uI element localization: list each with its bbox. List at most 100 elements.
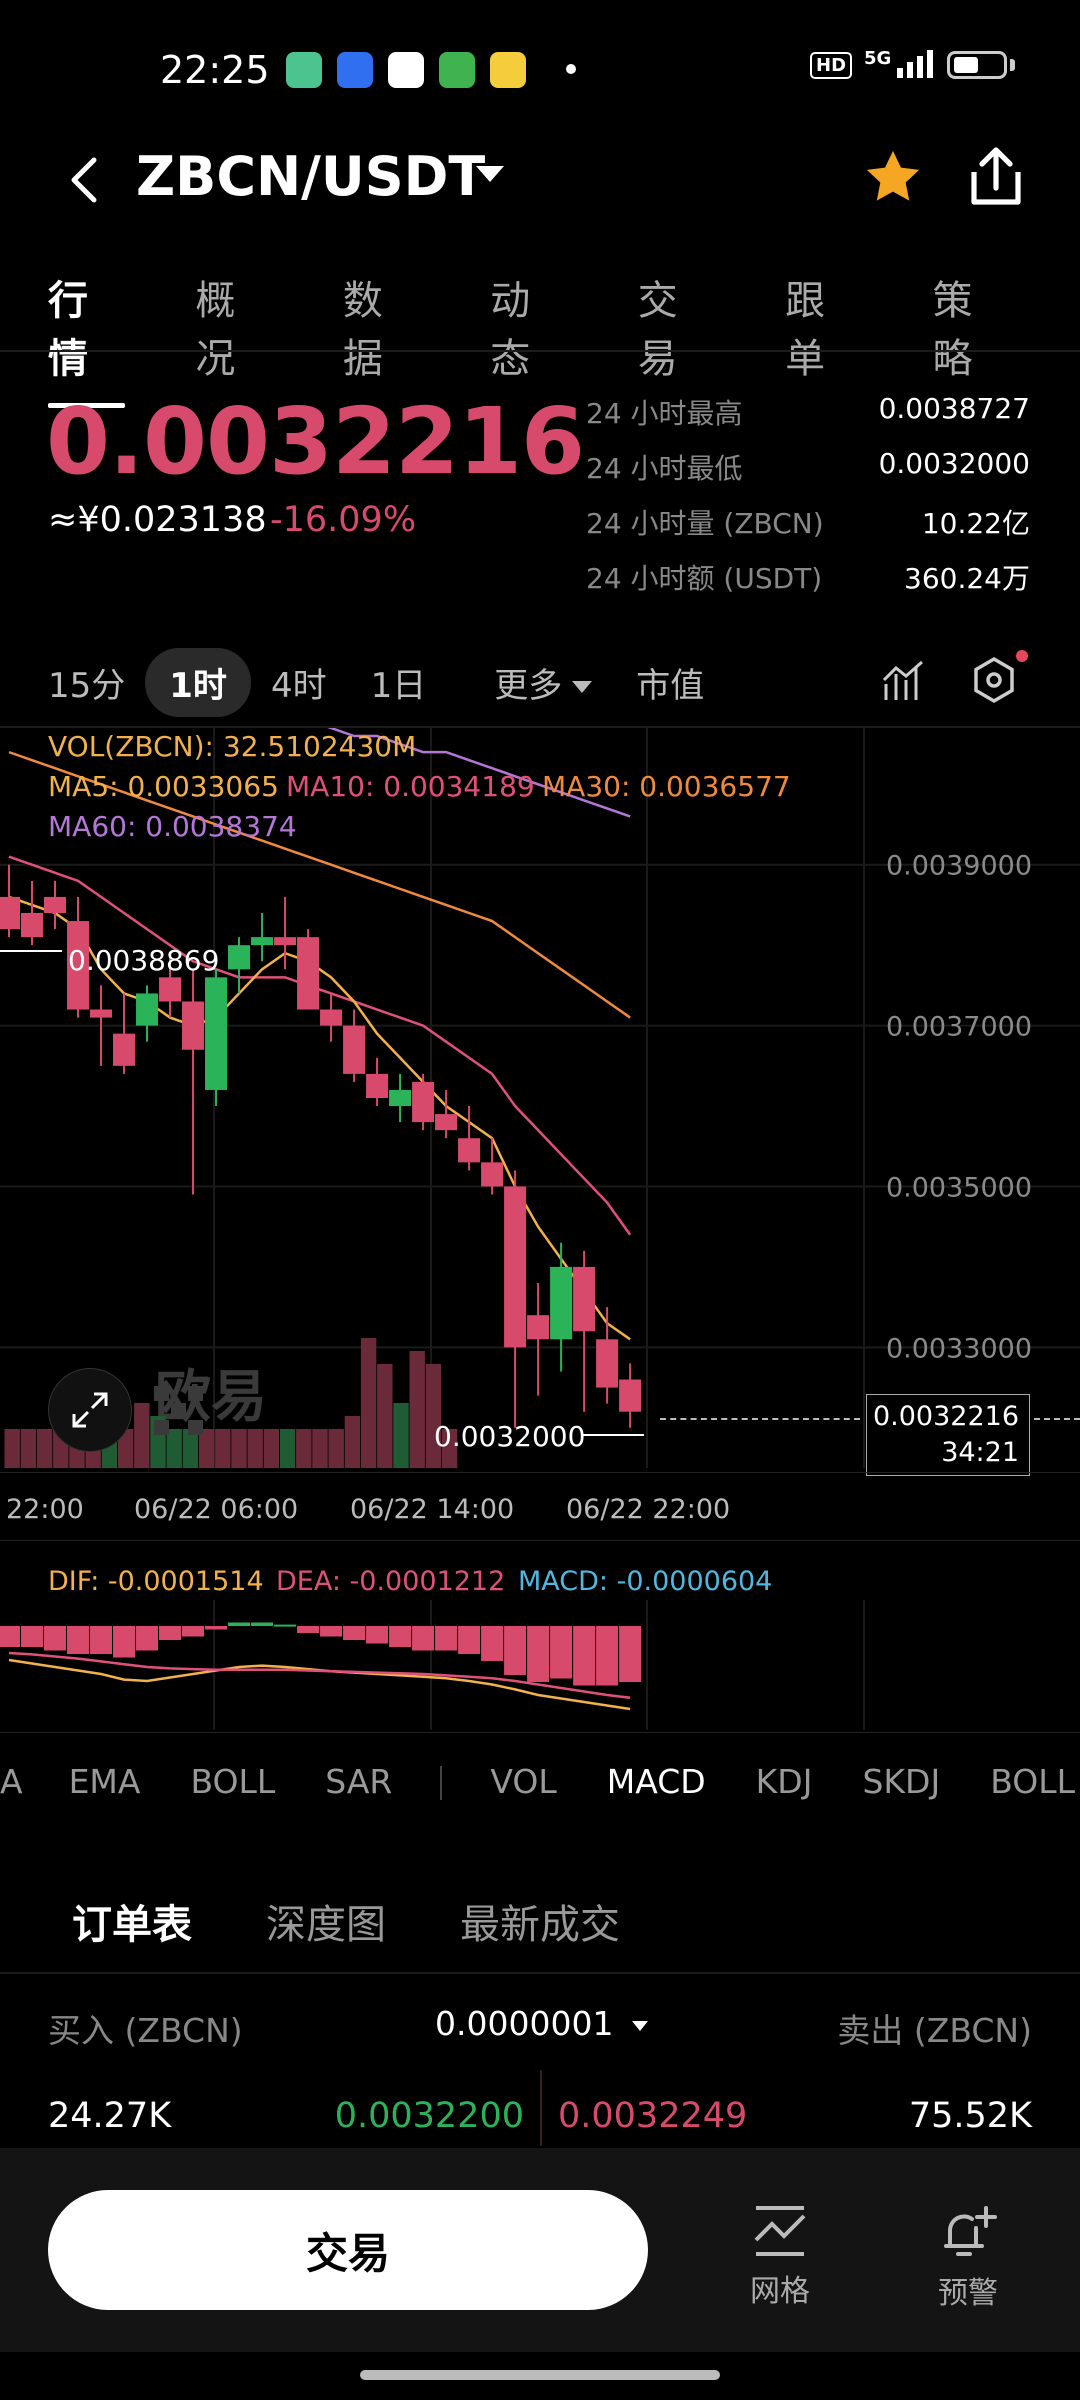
dif-legend: DIF: -0.0001514 <box>48 1566 264 1597</box>
precision-selector[interactable]: 0.0000001 <box>435 2004 648 2043</box>
market-cap-toggle[interactable]: 市值 <box>636 665 705 706</box>
tab-trade[interactable]: 交易 <box>637 278 678 382</box>
tab-depth[interactable]: 深度图 <box>266 1902 386 1948</box>
app-icon-yellow <box>490 52 526 88</box>
ask-quantity: 75.52K <box>908 2096 1032 2136</box>
sell-column-label: 卖出 (ZBCN) <box>837 2011 1032 2050</box>
hd-badge: HD <box>810 51 853 79</box>
macd-bar <box>44 1626 67 1651</box>
indicator-ema[interactable]: EMA <box>68 1762 141 1801</box>
volume-bar <box>134 1403 150 1468</box>
precision-caret-icon <box>631 2020 648 2031</box>
tab-latest-trades[interactable]: 最新成交 <box>460 1902 620 1948</box>
macd-bottom-divider <box>0 1732 1080 1733</box>
macd-chart[interactable] <box>0 1600 1080 1730</box>
price-alert-button[interactable]: 预警 <box>908 2204 1028 2312</box>
tab-overview[interactable]: 概况 <box>195 278 236 382</box>
indicator-vol[interactable]: VOL <box>490 1762 557 1801</box>
fullscreen-button[interactable] <box>48 1368 132 1452</box>
indicator-sar[interactable]: SAR <box>325 1762 393 1801</box>
indicator-macd[interactable]: MACD <box>606 1762 706 1801</box>
candle-countdown: 34:21 <box>941 1437 1019 1468</box>
candle-body <box>67 921 90 1010</box>
pair-dropdown-icon[interactable] <box>476 166 504 182</box>
dea-legend: DEA: -0.0001212 <box>276 1566 506 1597</box>
notification-icons <box>286 52 526 88</box>
ma5-legend: MA5: 0.0033065 <box>48 770 279 803</box>
ma30-legend: MA30: 0.0036577 <box>542 770 791 803</box>
x-tick: 06/22 14:00 <box>350 1494 515 1525</box>
bell-plus-icon <box>944 2206 997 2256</box>
candlestick-chart[interactable]: 欧易 0.0039000 0.0037000 0.0035000 0.0033000 <box>0 728 1080 1468</box>
macd-bar <box>573 1626 596 1686</box>
macd-bar <box>205 1626 228 1630</box>
battery-cap <box>1010 59 1016 71</box>
interval-more[interactable]: 更多 <box>470 648 616 717</box>
interval-1h[interactable]: 1时 <box>145 647 251 717</box>
macd-bar <box>458 1626 481 1654</box>
trading-pair-title[interactable]: ZBCN/USDT <box>136 145 486 208</box>
tab-data[interactable]: 数据 <box>342 278 383 382</box>
macd-bar <box>67 1626 90 1654</box>
x-tick: 06/22 22:00 <box>566 1494 731 1525</box>
stat-label: 24 小时额 (USDT) <box>586 562 823 595</box>
candle-body <box>21 913 44 938</box>
tab-news[interactable]: 动态 <box>490 278 531 382</box>
back-arrow-icon[interactable] <box>64 150 104 210</box>
buy-column-label: 买入 (ZBCN) <box>48 2011 243 2050</box>
indicator-boll-2[interactable]: BOLL <box>990 1762 1075 1801</box>
volume-bar <box>117 1429 134 1468</box>
macd-top-divider <box>0 1540 1080 1541</box>
ma60-line <box>327 728 631 818</box>
macd-bar <box>320 1626 343 1637</box>
macd-bar <box>550 1626 573 1679</box>
volume-bar <box>198 1429 215 1468</box>
current-price-tag[interactable]: 0.0032216 34:21 <box>866 1394 1030 1476</box>
candle-body <box>228 945 251 970</box>
interval-1d[interactable]: 1日 <box>370 665 427 706</box>
indicator-boll[interactable]: BOLL <box>190 1762 276 1801</box>
dea-line <box>8 1651 631 1700</box>
volume-bar <box>4 1429 20 1468</box>
candle-body <box>366 1073 389 1098</box>
share-icon[interactable] <box>966 144 1026 210</box>
network-label: 5G <box>864 47 892 69</box>
candle-body <box>113 1033 136 1066</box>
candle-body <box>458 1138 481 1163</box>
candle-body <box>573 1266 596 1332</box>
ma-lines <box>8 728 632 1341</box>
stats-24h: 24 小时最高 0.0038727 24 小时最低 0.0032000 24 小时量… <box>586 392 1030 612</box>
candle-body <box>0 896 20 930</box>
volume-bar <box>182 1429 199 1468</box>
status-right: HD 5G <box>810 47 1016 80</box>
okx-logo-icon <box>154 1386 203 1435</box>
interval-4h[interactable]: 4时 <box>270 665 327 706</box>
settings-icon[interactable] <box>970 656 1018 704</box>
macd-bar <box>504 1626 527 1675</box>
last-price: 0.0032216 <box>46 388 585 495</box>
tab-copy[interactable]: 跟单 <box>785 278 826 382</box>
tab-strategy[interactable]: 策略 <box>932 278 973 382</box>
indicator-skdj[interactable]: SKDJ <box>862 1762 941 1801</box>
indicator-separator <box>440 1766 443 1800</box>
candle-body <box>274 937 297 946</box>
macd-bar <box>435 1626 458 1651</box>
orderbook-divider <box>0 1972 1080 1974</box>
indicator-kdj[interactable]: KDJ <box>755 1762 813 1801</box>
indicator-ma[interactable]: A <box>0 1762 23 1801</box>
favorite-star-icon[interactable] <box>860 144 926 210</box>
macd-bar <box>228 1622 251 1626</box>
trade-button[interactable]: 交易 <box>48 2190 648 2310</box>
tab-market[interactable]: 行情 <box>48 268 126 408</box>
grid-button[interactable]: 网格 <box>720 2204 840 2310</box>
xaxis-divider <box>0 1472 1080 1473</box>
bid-price: 0.0032200 <box>334 2096 524 2136</box>
indicator-chart-icon[interactable] <box>882 660 926 704</box>
interval-15m[interactable]: 15分 <box>48 665 126 706</box>
bid-quantity: 24.27K <box>48 2096 172 2136</box>
stat-label: 24 小时量 (ZBCN) <box>586 507 824 540</box>
tab-orderbook[interactable]: 订单表 <box>72 1902 192 1948</box>
candle-body <box>297 937 320 1010</box>
stat-value: 10.22亿 <box>921 507 1030 540</box>
y-axis-ticks: 0.0039000 0.0037000 0.0035000 0.0033000 <box>886 851 1032 1365</box>
